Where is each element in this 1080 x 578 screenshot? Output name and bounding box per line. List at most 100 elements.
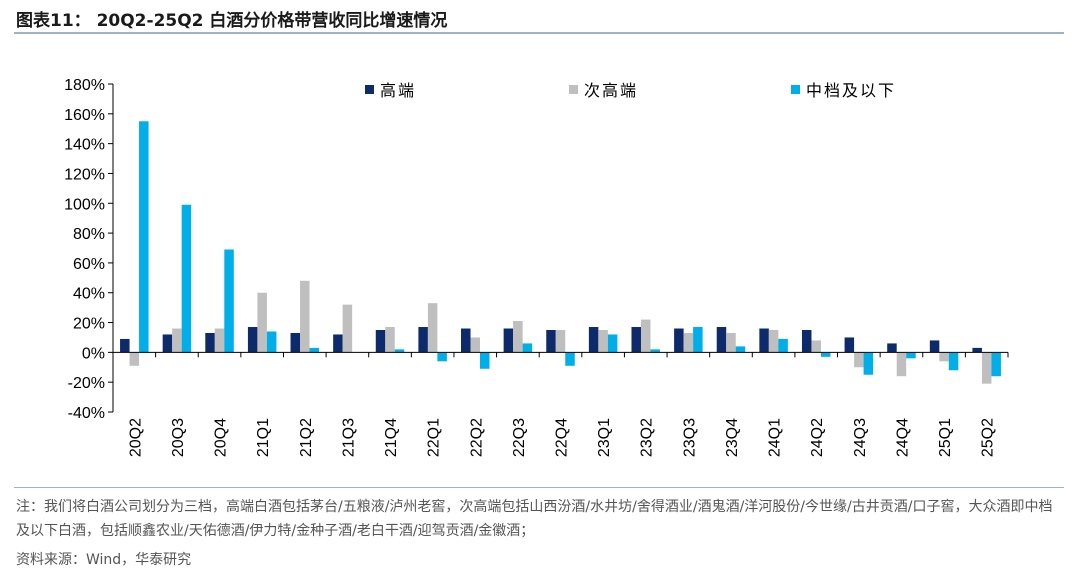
- bar: [650, 349, 660, 353]
- legend: 高端 次高端 中档及以下: [365, 81, 896, 100]
- y-tick-label: 160%: [64, 107, 105, 124]
- bar: [224, 249, 234, 353]
- x-tick-label: 25Q2: [980, 418, 997, 457]
- legend-label: 次高端: [584, 81, 638, 100]
- bar: [385, 327, 395, 353]
- bar: [342, 304, 353, 353]
- bar: [778, 338, 788, 353]
- bar: [181, 204, 192, 353]
- bar: [929, 340, 940, 353]
- x-tick-label: 24Q3: [852, 418, 869, 457]
- y-tick-label: 100%: [64, 196, 105, 213]
- bar: [896, 352, 907, 377]
- x-tick-label: 21Q4: [383, 418, 400, 457]
- y-axis: -40% -20% 0% 20% 40% 60% 80% 100% 120% 140% 160% 18…: [64, 77, 114, 422]
- bar: [863, 352, 874, 375]
- bar: [139, 121, 149, 353]
- legend-label: 高端: [380, 81, 416, 100]
- bar: [598, 330, 608, 353]
- bar: [546, 330, 556, 353]
- bar: [257, 292, 267, 353]
- x-tick-label: 23Q3: [681, 418, 698, 457]
- x-tick-label: 23Q1: [596, 418, 613, 457]
- x-axis: 20Q2 20Q3 20Q4 21Q1 21Q2 21Q3 21Q4 22Q1 22Q2 22Q3…: [112, 351, 1009, 457]
- bar: [726, 332, 736, 353]
- bar: [948, 352, 959, 371]
- bar: [480, 352, 490, 369]
- bar: [214, 328, 225, 353]
- x-tick-label: 20Q3: [170, 418, 187, 457]
- x-tick-label: 23Q4: [724, 418, 741, 457]
- bar: [854, 352, 864, 368]
- bar: [437, 352, 447, 362]
- bar: [120, 338, 130, 353]
- bar: [972, 347, 982, 353]
- y-tick-label: 0%: [82, 345, 105, 362]
- bar: [427, 303, 438, 353]
- bar: [844, 337, 855, 353]
- bar: [470, 337, 481, 353]
- bar: [640, 319, 651, 353]
- legend-swatch: [791, 85, 800, 94]
- title-divider: [14, 32, 1064, 34]
- x-tick-label: 21Q1: [255, 418, 272, 457]
- bar: [768, 330, 779, 353]
- bar: [716, 327, 727, 353]
- x-tick-label: 22Q2: [468, 418, 485, 457]
- footer-divider: [14, 487, 1064, 488]
- x-tick-label: 24Q1: [767, 418, 784, 457]
- x-tick-label: 20Q4: [213, 418, 230, 457]
- x-tick-label: 25Q1: [937, 418, 954, 457]
- source-text: 资料来源：Wind，华泰研究: [16, 552, 192, 568]
- bar: [290, 332, 301, 353]
- x-tick-label: 24Q2: [809, 418, 826, 457]
- y-tick-label: 20%: [73, 316, 105, 333]
- y-tick-label: 180%: [64, 77, 105, 94]
- y-tick-label: -20%: [68, 375, 105, 392]
- bar: [820, 352, 831, 357]
- bar: [631, 327, 641, 353]
- bar: [309, 347, 320, 353]
- bar-series: [120, 121, 1001, 384]
- bar: [375, 330, 386, 353]
- bar: [939, 352, 949, 362]
- x-tick-label: 22Q3: [511, 418, 528, 457]
- y-tick-label: 60%: [73, 256, 105, 273]
- y-tick-label: 140%: [64, 137, 105, 154]
- bar: [513, 321, 523, 353]
- bar: [801, 330, 812, 353]
- bar: [300, 280, 310, 353]
- x-tick-label: 22Q1: [426, 418, 443, 457]
- y-tick-label: 80%: [73, 226, 105, 243]
- bar-chart: -40% -20% 0% 20% 40% 60% 80% 100% 120% 140% 160% 18…: [64, 77, 1009, 457]
- bar: [555, 330, 566, 353]
- bar: [172, 328, 182, 353]
- legend-swatch: [365, 85, 374, 94]
- bar: [693, 327, 703, 353]
- bar: [461, 328, 471, 353]
- y-tick-label: 40%: [73, 286, 105, 303]
- bar: [735, 346, 746, 353]
- bar: [759, 328, 769, 353]
- bar: [906, 352, 916, 359]
- bar: [418, 327, 428, 353]
- bar: [162, 334, 173, 353]
- bar: [607, 334, 618, 353]
- bar: [503, 328, 514, 353]
- y-tick-label: -40%: [68, 405, 105, 422]
- bar: [991, 352, 1001, 377]
- x-tick-label: 21Q2: [298, 418, 315, 457]
- x-tick-label: 24Q4: [894, 418, 911, 457]
- bar: [333, 334, 343, 353]
- x-tick-label: 22Q4: [554, 418, 571, 457]
- x-tick-label: 21Q3: [340, 418, 357, 457]
- bar: [674, 328, 684, 353]
- bar: [981, 352, 992, 384]
- chart-title: 图表11： 20Q2-25Q2 白酒分价格带营收同比增速情况: [16, 11, 448, 31]
- bar: [394, 349, 405, 353]
- legend-label: 中档及以下: [806, 81, 896, 100]
- bar: [683, 332, 694, 353]
- bar: [565, 352, 575, 366]
- bar: [887, 343, 897, 353]
- bar: [811, 340, 821, 353]
